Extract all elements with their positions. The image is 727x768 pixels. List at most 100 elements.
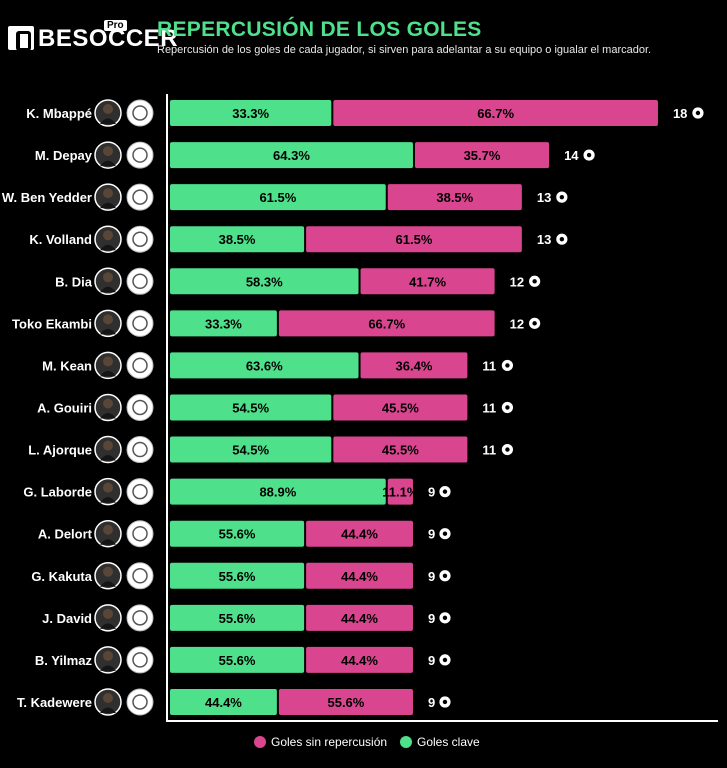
club-crest-mark [132,441,148,458]
bar-label: 11.1% [382,485,419,500]
player-row: G. Laborde 88.9% 11.1% 9 [23,477,452,506]
player-name: W. Ben Yedder [2,190,92,205]
club-crest-mark [132,652,148,668]
bar-label: 61.5% [396,232,433,247]
player-name: G. Kakuta [31,569,92,584]
player-name: G. Laborde [23,485,92,500]
legend-label-key: Goles clave [417,735,480,749]
besoccer-logo-icon [8,26,34,51]
bar-no-impact-goals [333,394,468,421]
player-avatar-head [103,188,113,199]
bar-key-goals [170,604,305,631]
legend-item-no-impact: Goles sin repercusión [254,735,387,749]
bar-label: 44.4% [341,611,378,626]
bar-no-impact-goals [360,352,468,379]
bar-no-impact-goals [278,310,495,337]
player-avatar-body [100,581,116,587]
player-row: G. Kakuta 55.6% 44.4% 9 [31,562,452,590]
player-row: M. Depay 64.3% 35.7% 14 [35,141,596,169]
club-crest-mark [132,399,148,416]
club-crest-icon [126,267,154,295]
besoccer-logo: BESOCCER Pro [8,20,178,54]
bar-no-impact-goals [306,646,413,673]
bar-label: 55.6% [219,569,256,584]
bar-label: 54.5% [232,400,269,415]
player-avatar-body [100,118,116,124]
total-goals: 13 [537,190,551,205]
bar-no-impact-goals [333,100,658,126]
bar-no-impact-goals [360,268,495,295]
bar-label: 55.6% [219,611,256,626]
player-avatar-body [100,623,116,629]
player-avatar-head [103,398,113,409]
legend-swatch-no-impact [254,736,266,748]
club-crest-icon [126,309,154,337]
club-crest-icon [126,183,154,211]
bar-label: 61.5% [259,190,296,205]
player-row: K. Volland 38.5% 61.5% 13 [29,225,569,253]
player-row: A. Delort 55.6% 44.4% 9 [38,519,452,548]
club-crest-mark [132,315,148,332]
player-avatar-body [100,202,116,209]
total-goals: 9 [428,485,435,500]
player-name: A. Gouiri [37,400,92,415]
total-goals: 11 [482,400,496,415]
club-crest-icon [126,520,154,548]
bar-key-goals [170,646,305,673]
legend-item-key: Goles clave [400,735,480,749]
player-row: B. Yilmaz 55.6% 44.4% 9 [35,646,452,674]
bar-label: 38.5% [436,190,473,205]
soccer-ball-patch [505,447,510,452]
bar-key-goals [170,562,305,589]
brand-badge: Pro [104,20,127,31]
player-name: A. Delort [38,527,93,542]
player-row: A. Gouiri 54.5% 45.5% 11 [37,393,514,422]
player-row: T. Kadewere 44.4% 55.6% 9 [17,688,452,716]
total-goals: 9 [428,653,435,668]
bar-key-goals [170,436,332,463]
club-crest-mark [132,483,148,500]
bar-label: 63.6% [246,358,283,373]
club-crest-icon [126,478,154,506]
club-crest-icon [126,688,154,716]
player-name: L. Ajorque [28,443,92,458]
bar-label: 36.4% [396,358,433,373]
player-row: L. Ajorque 54.5% 45.5% 11 [28,435,514,464]
player-avatar-head [103,524,113,535]
soccer-ball-patch [559,237,565,242]
player-avatar-body [100,160,116,167]
total-goals: 9 [428,611,435,626]
soccer-ball-patch [586,152,592,158]
soccer-ball-patch [442,489,448,494]
player-avatar-head [103,650,113,661]
player-avatar-body [100,412,116,419]
bar-label: 45.5% [382,443,419,458]
total-goals: 9 [428,527,435,542]
player-avatar-head [103,692,113,703]
player-name: Toko Ekambi [12,316,92,331]
player-name: K. Volland [29,232,92,247]
club-crest-icon [126,225,154,253]
club-crest-mark [132,610,148,626]
player-name: B. Yilmaz [35,653,93,668]
club-crest-mark [132,105,148,121]
player-avatar-head [103,104,113,114]
bar-label: 41.7% [409,274,446,289]
bar-label: 33.3% [232,106,269,121]
bar-label: 66.7% [368,316,405,331]
player-row: B. Dia 58.3% 41.7% 12 [55,267,542,296]
legend-swatch-key [400,736,412,748]
player-avatar-head [103,230,113,241]
total-goals: 12 [510,316,524,331]
player-name: K. Mbappé [26,106,92,121]
soccer-ball-patch [505,363,510,368]
soccer-ball-patch [559,194,565,200]
club-crest-icon [126,604,154,632]
bar-no-impact-goals [278,688,413,715]
soccer-ball-patch [442,615,448,621]
bar-no-impact-goals [306,520,413,547]
bar-key-goals [170,520,305,547]
total-goals: 9 [428,569,435,584]
player-avatar-body [100,286,116,293]
